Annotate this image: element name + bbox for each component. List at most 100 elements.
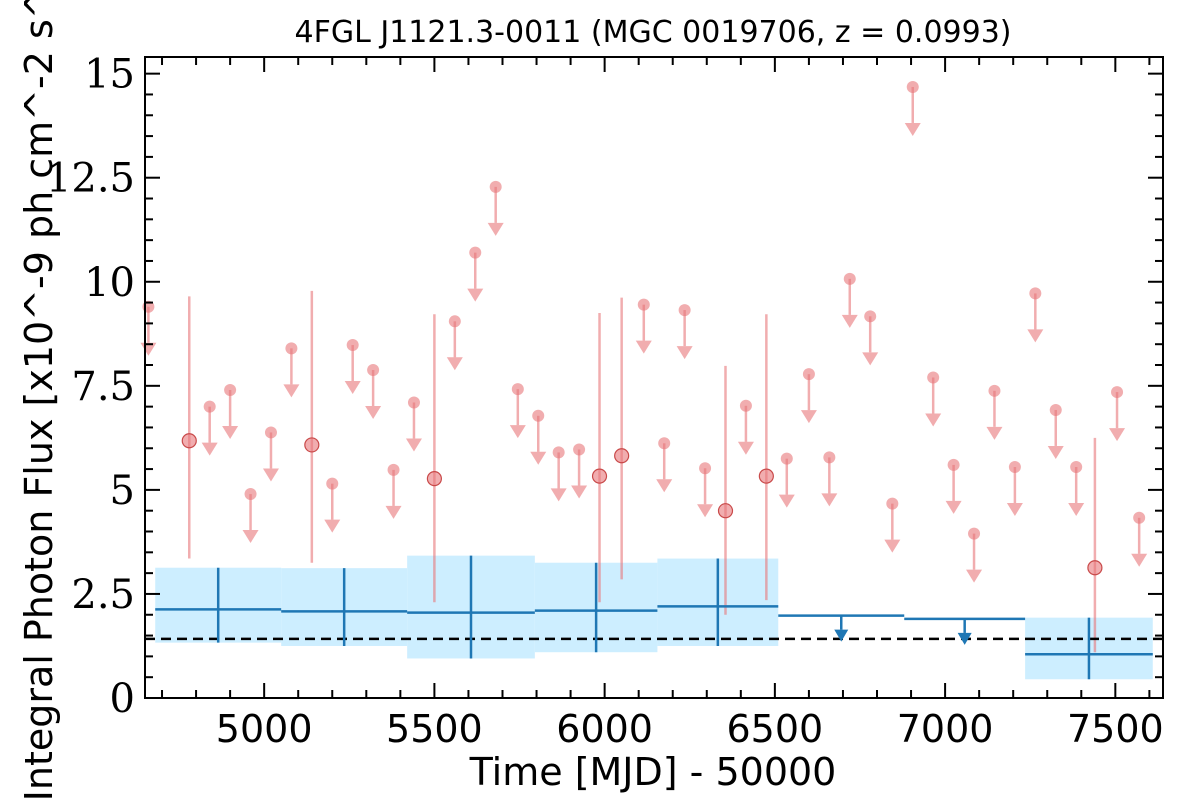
short-bin-upper-limit-point [573,443,586,456]
title-text: 4FGL J1121.3-0011 (MGC 0019706, z = 0.09… [295,15,1012,50]
x-tick-label: 5500 [386,707,483,751]
short-bin-upper-limit-arrow [467,288,484,302]
x-tick-label: 6500 [727,707,824,751]
short-bin-upper-limit-point [448,315,461,328]
short-bin-upper-limit-arrow [344,381,361,395]
short-bin-upper-limit-arrow [737,441,754,455]
short-bin-upper-limit-point [823,451,836,464]
short-bin-upper-limit-point [407,396,420,409]
short-bin-upper-limit-arrow [446,357,463,371]
short-bin-upper-limit-point [1133,511,1146,524]
short-bin-upper-limit-arrow [365,406,382,420]
short-bin-upper-limit-arrow [904,122,921,136]
plot-frame [144,56,1164,699]
short-bin-upper-limit-point [739,399,752,412]
short-bin-upper-limit-arrow [862,352,879,366]
short-bin-upper-limit-arrow [222,425,239,439]
short-bin-upper-limit-arrow [986,426,1003,440]
short-bin-upper-limit-point [843,272,856,285]
short-bin-upper-limit-arrow [571,485,588,499]
short-bin-upper-limit-arrow [509,425,526,439]
short-bin-upper-limit-point [802,368,815,381]
short-bin-upper-limit-point [947,458,960,471]
short-bin-upper-limit-arrow [676,346,693,360]
short-bin-upper-limit-arrow [945,500,962,514]
short-bin-upper-limit-point [387,463,400,476]
short-bin-upper-limit-point [906,80,919,93]
short-bin-upper-limit-arrow [966,569,983,583]
short-bin-upper-limit-point [780,452,793,465]
y-tick-label: 2.5 [71,572,135,618]
y-tick-label: 0 [110,676,135,722]
short-bin-upper-limit-point [886,497,899,510]
short-bin-upper-limit-arrow [884,539,901,553]
short-bin-upper-limit-arrow [841,314,858,328]
short-bin-upper-limit-point [927,371,940,384]
short-bin-upper-limit-arrow [324,519,341,533]
short-bin-upper-limit-arrow [283,384,300,398]
y-tick-label: 15 [84,52,135,98]
short-bin-upper-limit-point [346,339,359,352]
short-bin-upper-limit-arrow [550,488,567,502]
short-bin-upper-limit-point [988,384,1001,397]
short-bin-upper-limit-arrow [635,340,652,354]
chart-title: 4FGL J1121.3-0011 (MGC 0019706, z = 0.09… [295,15,1012,50]
x-tick-label: 7000 [897,707,994,751]
x-axis-label: Time [MJD] - 50000 [469,750,837,794]
short-bin-upper-limit-arrow [530,451,547,465]
y-tick-label: 12.5 [46,156,135,202]
short-bin-upper-limit-point [864,310,877,323]
short-bin-upper-limit-arrow [800,410,817,424]
short-bin-upper-limit-arrow [656,479,673,493]
short-bin-upper-limit-point [264,426,277,439]
short-bin-upper-limit-arrow [1047,445,1064,459]
short-bin-upper-limit-point [367,364,380,377]
short-bin-upper-limit-arrow [1027,329,1044,343]
short-bin-upper-limit-point [1029,287,1042,300]
y-tick-label: 10 [84,260,135,306]
short-bin-upper-limit-point [326,477,339,490]
short-bin-upper-limit-point [968,527,981,540]
short-bin-upper-limit-point [469,246,482,259]
short-bin-upper-limit-point [637,298,650,311]
short-bin-upper-limit-point [244,488,257,501]
long-bin-upper-limit-arrow [957,632,972,645]
y-tick-label: 7.5 [71,364,135,410]
axes: 5000 5500 6000 6500 7000 7500 0 2.5 5 7.5 10 12.5 15 [46,52,1164,751]
short-bin-upper-limit-point [285,342,298,355]
short-bin-upper-limit-point [511,383,524,396]
short-bin-upper-limit-point [552,446,565,459]
short-bin-upper-limit-arrow [1109,428,1126,442]
short-bin-upper-limit-point [532,409,545,422]
short-bin-upper-limit-arrow [1131,553,1148,567]
short-bin-upper-limit-point [489,180,502,193]
short-bin-upper-limit-arrow [778,494,795,508]
short-bin-upper-limit-arrow [697,504,714,518]
short-bin-upper-limit-arrow [201,442,218,456]
short-bin-upper-limit-arrow [242,530,259,544]
short-bin-upper-limit-point [224,383,237,396]
short-bin-upper-limit-arrow [385,505,402,519]
short-bin-upper-limit-point [658,437,671,450]
short-bin-upper-limit-arrow [925,413,942,427]
short-bin-upper-limit-point [1049,403,1062,416]
short-bin-upper-limit-arrow [821,493,838,507]
short-bin-upper-limit-point [678,304,691,317]
y-tick-label: 5 [110,468,135,514]
y-axis-label: Integral Photon Flux [x10^-9 ph cm^-2 s^… [17,0,61,800]
plot-area [140,80,1163,680]
short-bin-upper-limit-point [203,400,216,413]
short-bin-upper-limit-arrow [262,468,279,482]
x-tick-label: 7500 [1067,707,1164,751]
short-bin-point [304,437,320,453]
short-bin-upper-limit-point [1008,460,1021,473]
short-bin-upper-limit-arrow [487,222,504,236]
short-bin-point [426,471,442,487]
short-bin-upper-limit-point [1111,386,1124,399]
short-bin-upper-limit-point [1070,460,1083,473]
short-bin-upper-limit-arrow [405,438,422,452]
short-bin-point [717,503,734,519]
short-bin-point [1087,560,1103,576]
x-tick-label: 5000 [216,707,313,751]
